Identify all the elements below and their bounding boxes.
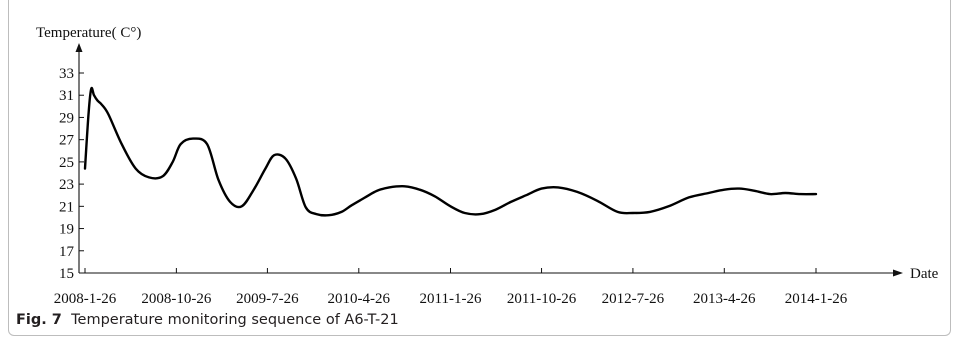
y-tick-label: 29 <box>59 110 74 126</box>
figure-caption-text: Temperature monitoring sequence of A6-T-… <box>71 312 399 328</box>
y-tick-label: 15 <box>59 266 74 282</box>
y-axis-title: Temperature( C°) <box>36 25 141 41</box>
y-tick-label: 31 <box>59 88 74 104</box>
figure-caption: Fig. 7 Temperature monitoring sequence o… <box>16 312 399 328</box>
x-tick-label: 2009-7-26 <box>236 291 299 307</box>
y-tick-label: 23 <box>59 177 74 193</box>
y-tick-label: 33 <box>59 66 74 82</box>
y-tick-label: 21 <box>59 199 74 215</box>
figure-frame <box>8 0 951 336</box>
x-axis-title: Date <box>910 266 939 282</box>
x-tick-label: 2012-7-26 <box>602 291 665 307</box>
figure-label: Fig. 7 <box>16 312 62 328</box>
x-tick-label: 2011-10-26 <box>507 291 577 307</box>
x-tick-label: 2014-1-26 <box>785 291 848 307</box>
y-tick-label: 27 <box>59 133 75 149</box>
x-tick-label: 2008-10-26 <box>141 291 211 307</box>
y-tick-label: 25 <box>59 155 74 171</box>
temperature-chart: Temperature( C°) Date 15 17 19 21 23 25 27 29 31… <box>36 25 939 307</box>
x-ticks: 2008-1-26 2008-10-26 2009-7-26 2010-4-26 201… <box>54 268 848 307</box>
y-tick-label: 19 <box>59 222 74 238</box>
y-axis-arrow <box>75 43 83 52</box>
x-tick-label: 2011-1-26 <box>420 291 482 307</box>
y-tick-label: 17 <box>59 244 75 260</box>
series-line <box>83 86 818 217</box>
x-tick-label: 2010-4-26 <box>328 291 391 307</box>
y-ticks: 15 17 19 21 23 25 27 29 31 33 <box>59 66 84 282</box>
x-axis-arrow <box>893 269 903 277</box>
x-tick-label: 2008-1-26 <box>54 291 117 307</box>
x-tick-label: 2013-4-26 <box>693 291 756 307</box>
